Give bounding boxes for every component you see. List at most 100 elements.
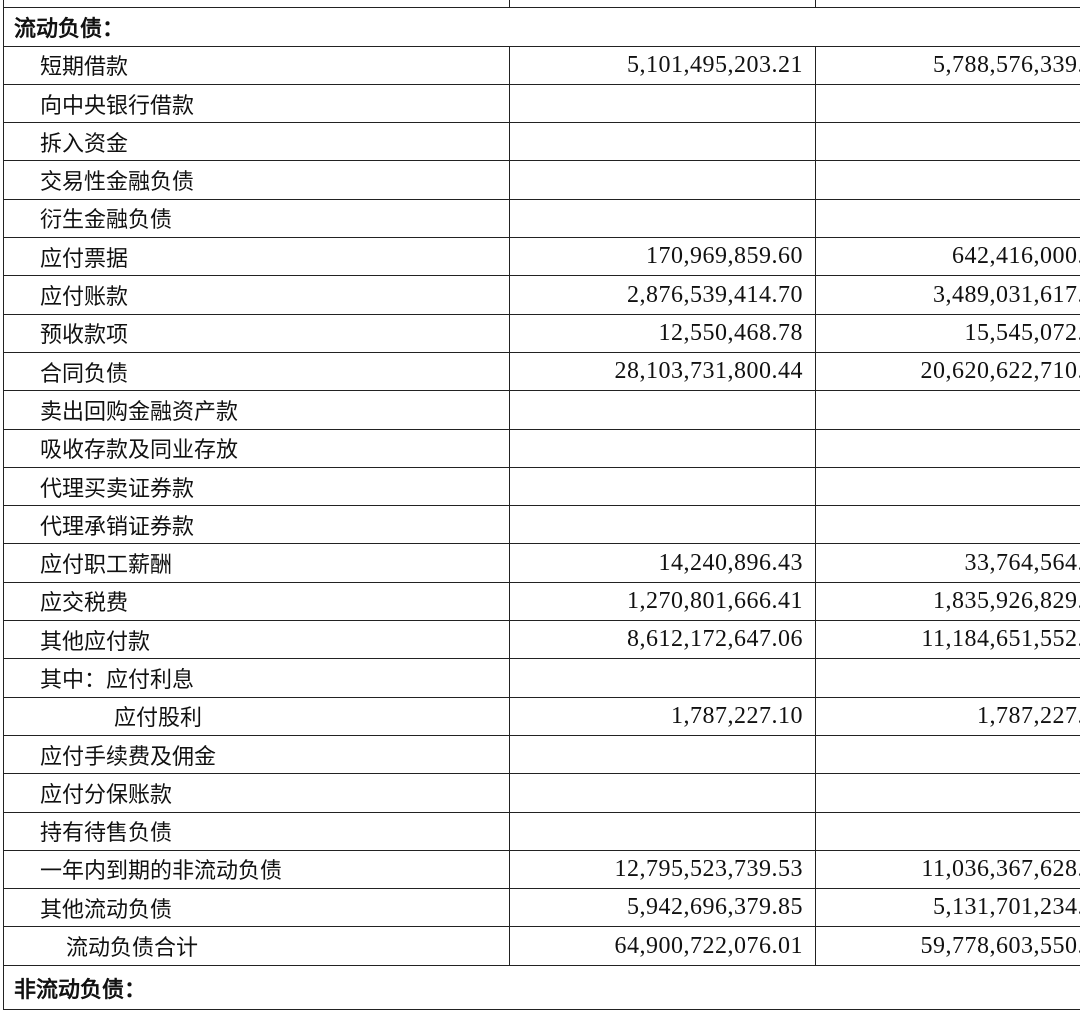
row-label: 应付职工薪酬 (4, 544, 510, 582)
period-end-value: 1,270,801,666.41 (510, 582, 816, 620)
row-label: 应交税费 (4, 582, 510, 620)
period-begin-value (816, 84, 1080, 122)
period-end-value: 170,969,859.60 (510, 238, 816, 276)
period-begin-value (816, 506, 1080, 544)
period-begin-value (816, 467, 1080, 505)
row-label: 预收款项 (4, 314, 510, 352)
row-label: 短期借款 (4, 46, 510, 84)
period-end-value: 8,612,172,647.06 (510, 621, 816, 659)
period-end-value: 2,876,539,414.70 (510, 276, 816, 314)
table-row: 代理买卖证券款 (4, 467, 1080, 505)
row-label: 吸收存款及同业存放 (4, 429, 510, 467)
row-label: 代理承销证券款 (4, 506, 510, 544)
period-begin-value: 33,764,564.69 (816, 544, 1080, 582)
period-begin-value: 11,036,367,628.48 (816, 850, 1080, 888)
period-end-value (510, 84, 816, 122)
period-begin-value: 642,416,000.00 (816, 238, 1080, 276)
period-end-value (510, 199, 816, 237)
row-label: 应付账款 (4, 276, 510, 314)
period-end-value: 1,787,227.10 (510, 697, 816, 735)
section-row-noncurrent-liabilities: 非流动负债： (4, 965, 1080, 1009)
period-end-value (510, 391, 816, 429)
period-begin-value: 5,131,701,234.20 (816, 889, 1080, 927)
table-row: 交易性金融负债 (4, 161, 1080, 199)
period-end-value (510, 123, 816, 161)
table-row: 拆入资金 (4, 123, 1080, 161)
period-end-value: 5,942,696,379.85 (510, 889, 816, 927)
row-label: 卖出回购金融资产款 (4, 391, 510, 429)
period-begin-value (816, 161, 1080, 199)
period-end-value (510, 506, 816, 544)
period-end-value (510, 812, 816, 850)
table-row: 吸收存款及同业存放 (4, 429, 1080, 467)
period-begin-value: 1,835,926,829.86 (816, 582, 1080, 620)
period-end-value: 12,795,523,739.53 (510, 850, 816, 888)
period-begin-value (816, 812, 1080, 850)
row-label: 拆入资金 (4, 123, 510, 161)
period-end-value (510, 161, 816, 199)
period-begin-value: 15,545,072.85 (816, 314, 1080, 352)
period-end-value (510, 735, 816, 773)
row-label: 交易性金融负债 (4, 161, 510, 199)
row-label: 应付股利 (4, 697, 510, 735)
row-label: 一年内到期的非流动负债 (4, 850, 510, 888)
period-begin-value (816, 199, 1080, 237)
period-end-value: 12,550,468.78 (510, 314, 816, 352)
period-end-value (510, 429, 816, 467)
period-begin-value: 20,620,622,710.71 (816, 352, 1080, 390)
row-label: 应付手续费及佣金 (4, 735, 510, 773)
period-begin-value: 5,788,576,339.48 (816, 46, 1080, 84)
row-label: 其他应付款 (4, 621, 510, 659)
row-label: 代理买卖证券款 (4, 467, 510, 505)
period-end-value (510, 659, 816, 697)
balance-sheet-table: 流动负债： 短期借款5,101,495,203.215,788,576,339.… (3, 0, 1080, 1010)
period-begin-value: 3,489,031,617.48 (816, 276, 1080, 314)
table-row: 衍生金融负债 (4, 199, 1080, 237)
period-end-value: 5,101,495,203.21 (510, 46, 816, 84)
row-label: 其中：应付利息 (4, 659, 510, 697)
period-begin-value (816, 774, 1080, 812)
table-row: 应付分保账款 (4, 774, 1080, 812)
row-label: 衍生金融负债 (4, 199, 510, 237)
period-begin-value: 59,778,603,550.60 (816, 927, 1080, 965)
section-title: 非流动负债： (4, 965, 1080, 1009)
period-end-value (510, 467, 816, 505)
period-begin-value (816, 735, 1080, 773)
period-begin-value: 11,184,651,552.85 (816, 621, 1080, 659)
period-end-value (510, 774, 816, 812)
row-label: 其他流动负债 (4, 889, 510, 927)
section-row-current-liabilities: 流动负债： (4, 8, 1080, 46)
row-label: 持有待售负债 (4, 812, 510, 850)
table-row: 卖出回购金融资产款 (4, 391, 1080, 429)
row-label: 向中央银行借款 (4, 84, 510, 122)
table-row: 持有待售负债 (4, 812, 1080, 850)
period-end-value: 14,240,896.43 (510, 544, 816, 582)
table-row: 向中央银行借款 (4, 84, 1080, 122)
row-label: 应付票据 (4, 238, 510, 276)
period-begin-value: 1,787,227.10 (816, 697, 1080, 735)
section-title: 流动负债： (4, 8, 1080, 46)
period-begin-value (816, 123, 1080, 161)
period-begin-value (816, 429, 1080, 467)
period-end-value: 64,900,722,076.01 (510, 927, 816, 965)
table-row: 其中：应付利息 (4, 659, 1080, 697)
row-label: 流动负债合计 (4, 927, 510, 965)
period-begin-value (816, 391, 1080, 429)
row-label: 合同负债 (4, 352, 510, 390)
row-label: 应付分保账款 (4, 774, 510, 812)
period-end-value: 28,103,731,800.44 (510, 352, 816, 390)
table-row: 应付手续费及佣金 (4, 735, 1080, 773)
table-row: 代理承销证券款 (4, 506, 1080, 544)
